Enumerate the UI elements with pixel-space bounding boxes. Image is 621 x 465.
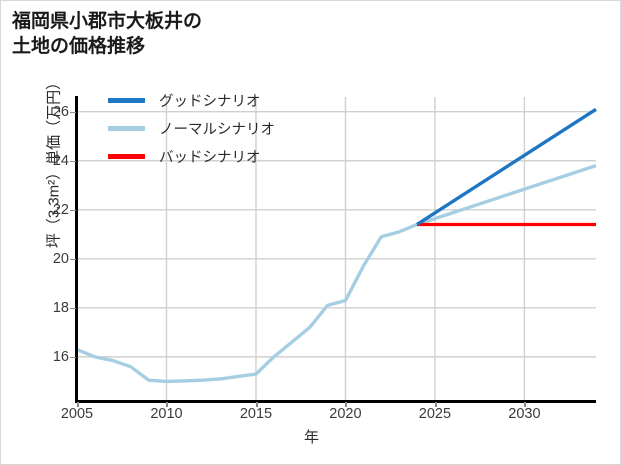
y-tick-label: 16 (52, 348, 69, 365)
x-axis-title: 年 (303, 429, 319, 446)
x-tick-label: 2005 (60, 406, 94, 422)
x-tick-label: 2025 (418, 406, 452, 422)
y-tick-label: 24 (52, 152, 69, 169)
x-axis-spine (75, 400, 596, 403)
y-tick-mark (70, 307, 76, 310)
y-tick-label: 18 (52, 299, 69, 316)
legend-swatch-good-icon (108, 98, 145, 103)
x-tick-label: 2020 (329, 406, 362, 422)
x-tick-mark (345, 402, 348, 407)
series-line-good (416, 107, 597, 226)
x-tick-mark (434, 402, 437, 407)
x-tick-label: 2015 (239, 406, 273, 422)
y-tick-mark (70, 356, 76, 359)
chart-legend: グッドシナリオ ノーマルシナリオ バッドシナリオ (108, 93, 275, 166)
y-tick-mark (70, 160, 76, 163)
y-axis-title: 坪（3.3m²）単価（万円） (45, 74, 63, 249)
grid-lines (76, 97, 596, 401)
y-axis-spine (75, 96, 78, 402)
legend-item-normal[interactable]: ノーマルシナリオ (108, 121, 275, 138)
y-tick-label: 26 (52, 103, 69, 120)
y-tick-label: 22 (52, 201, 69, 218)
x-tick-mark (77, 402, 79, 407)
x-tick-label: 2030 (508, 406, 541, 422)
legend-label-good: グッドシナリオ (159, 94, 261, 110)
x-tick-mark (166, 402, 169, 407)
y-tick-mark (70, 258, 76, 261)
y-tick-label: 20 (52, 250, 69, 267)
series-line-normal (76, 164, 597, 384)
y-tick-mark (70, 209, 76, 212)
legend-item-bad[interactable]: バッドシナリオ (108, 149, 275, 166)
legend-swatch-normal-icon (108, 126, 145, 131)
chart-title: 福岡県小郡市大板井の 土地の価格推移 (12, 11, 203, 58)
series-lines (76, 107, 597, 384)
legend-item-good[interactable]: グッドシナリオ (108, 93, 275, 110)
x-tick-mark (524, 402, 526, 407)
x-tick-mark (255, 402, 258, 407)
legend-swatch-bad-icon (108, 154, 145, 159)
plot-area (76, 97, 597, 401)
x-tick-label: 2010 (150, 406, 183, 422)
legend-label-normal: ノーマルシナリオ (159, 122, 275, 138)
y-tick-mark (70, 111, 76, 114)
legend-label-bad: バッドシナリオ (159, 150, 261, 166)
